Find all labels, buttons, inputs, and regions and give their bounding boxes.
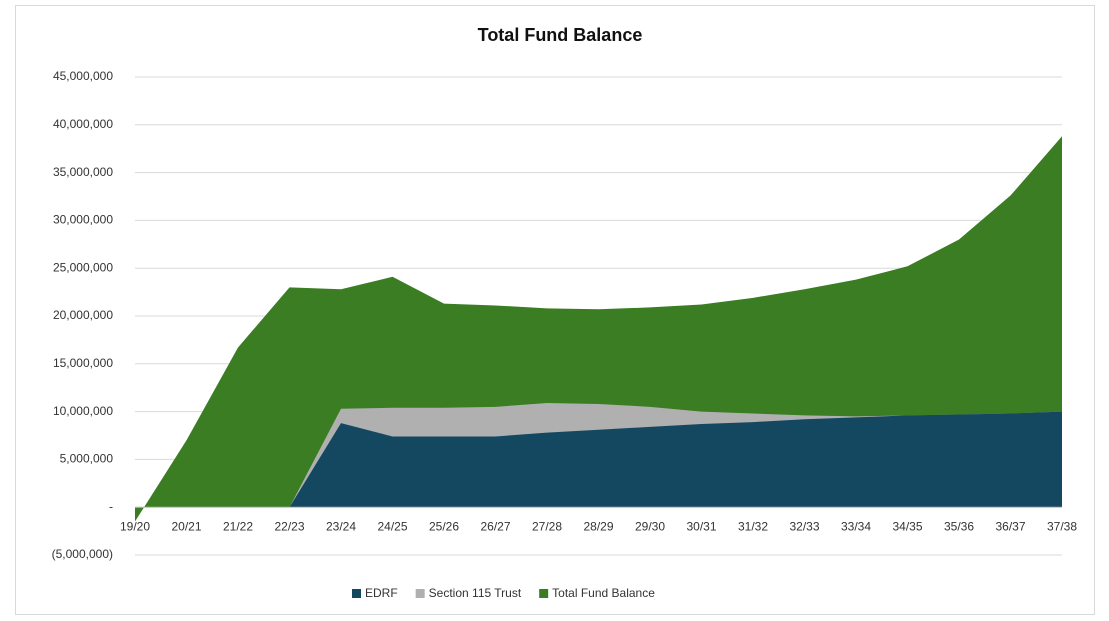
x-tick-label: 30/31 xyxy=(686,519,716,533)
x-tick-label: 31/32 xyxy=(738,519,768,533)
x-tick-label: 26/27 xyxy=(480,519,510,533)
x-tick-label: 32/33 xyxy=(789,519,819,533)
x-tick-label: 22/23 xyxy=(274,519,304,533)
x-tick-label: 33/34 xyxy=(841,519,871,533)
x-tick-label: 25/26 xyxy=(429,519,459,533)
y-tick-label: 15,000,000 xyxy=(53,356,113,370)
legend-label: Section 115 Trust xyxy=(429,586,522,600)
x-tick-label: 35/36 xyxy=(944,519,974,533)
x-tick-label: 24/25 xyxy=(377,519,407,533)
y-tick-label: 20,000,000 xyxy=(53,308,113,322)
y-tick-label: 40,000,000 xyxy=(53,117,113,131)
legend-swatch xyxy=(415,589,425,598)
y-tick-label: 5,000,000 xyxy=(60,452,114,466)
x-tick-label: 27/28 xyxy=(532,519,562,533)
x-tick-label: 19/20 xyxy=(120,519,150,533)
y-tick-label: 45,000,000 xyxy=(53,69,113,83)
y-tick-label: (5,000,000) xyxy=(52,547,113,561)
area xyxy=(135,411,1062,508)
y-tick-label: - xyxy=(109,499,113,513)
y-tick-label: 35,000,000 xyxy=(53,165,113,179)
x-tick-label: 21/22 xyxy=(223,519,253,533)
x-tick-label: 29/30 xyxy=(635,519,665,533)
x-tick-label: 34/35 xyxy=(892,519,922,533)
x-tick-label: 20/21 xyxy=(171,519,201,533)
y-tick-label: 30,000,000 xyxy=(53,213,113,227)
legend-swatch xyxy=(539,589,549,598)
chart-title: Total Fund Balance xyxy=(478,25,643,45)
x-tick-label: 23/24 xyxy=(326,519,356,533)
y-tick-label: 10,000,000 xyxy=(53,404,113,418)
legend-label: EDRF xyxy=(365,586,398,600)
y-tick-label: 25,000,000 xyxy=(53,260,113,274)
x-tick-label: 37/38 xyxy=(1047,519,1077,533)
x-tick-label: 28/29 xyxy=(583,519,613,533)
legend-swatch xyxy=(352,589,361,598)
legend-label: Total Fund Balance xyxy=(552,586,655,600)
x-tick-label: 36/37 xyxy=(995,519,1025,533)
legend: EDRF Section 115 Trust Total Fund Balance xyxy=(352,586,655,600)
